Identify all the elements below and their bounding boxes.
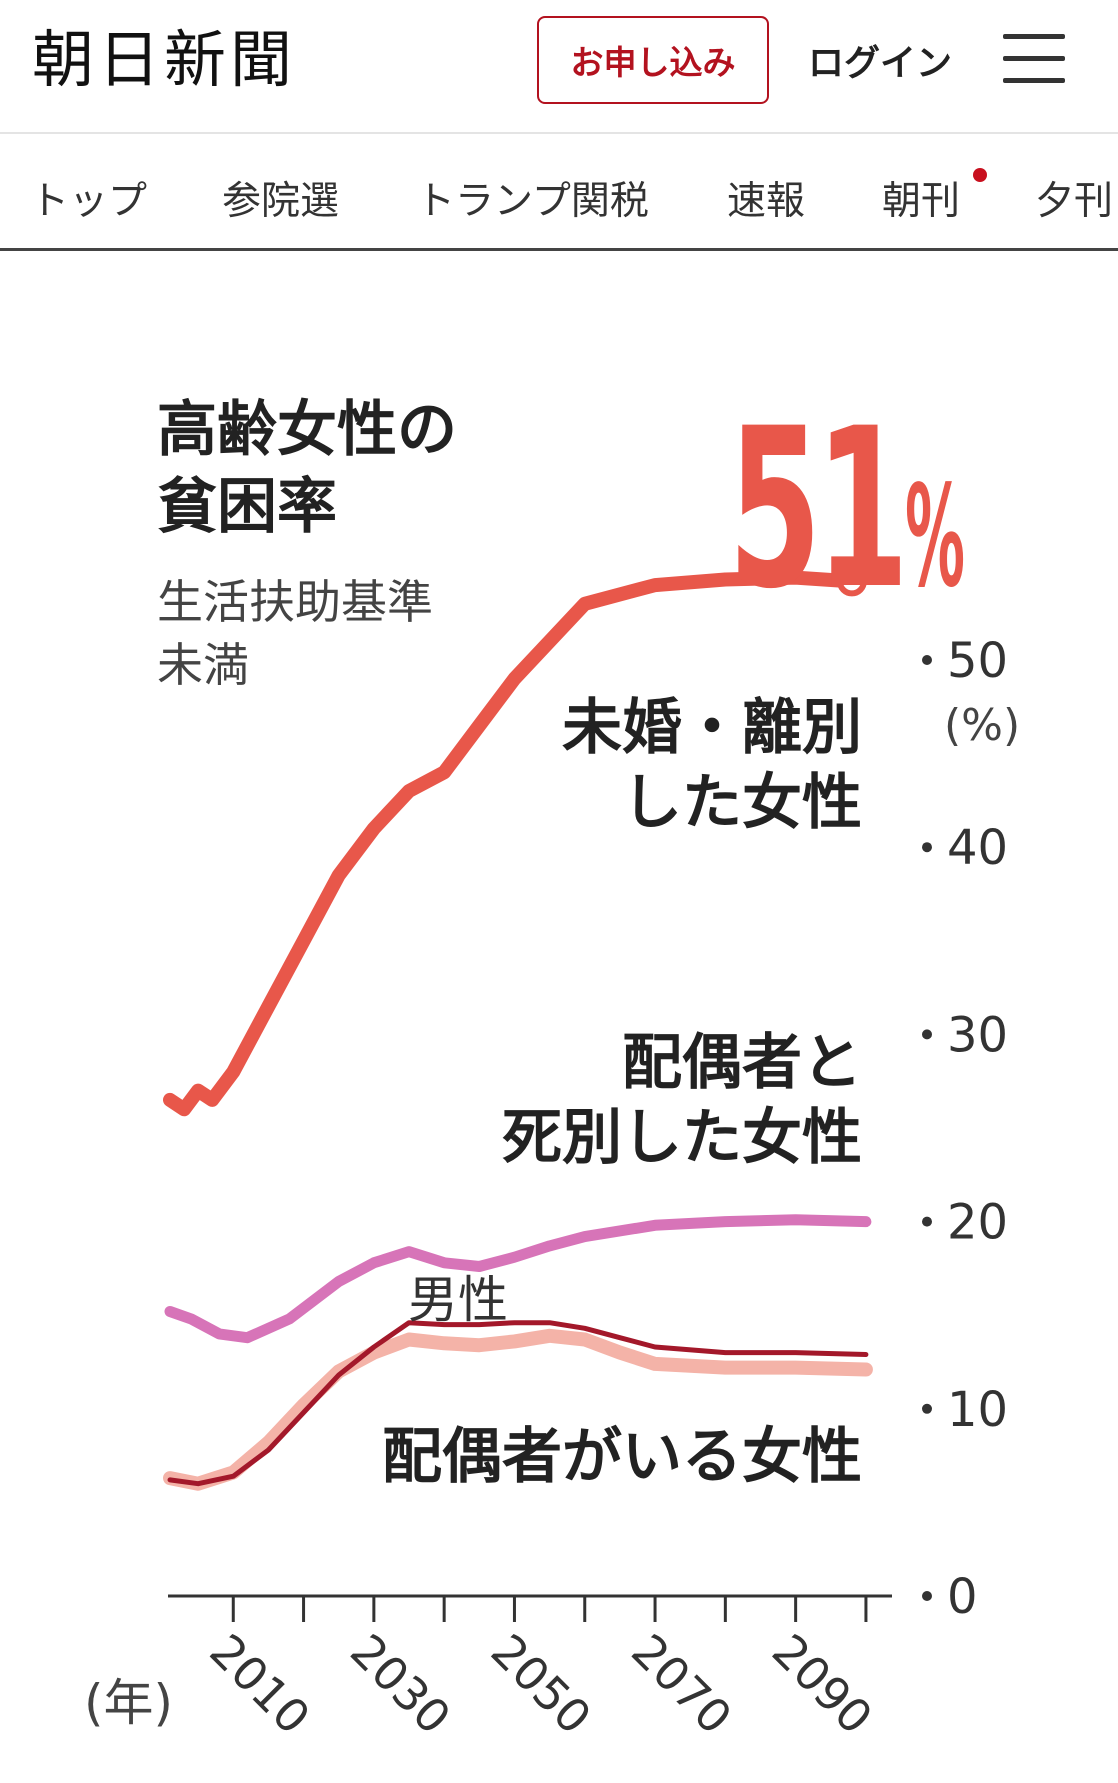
y-tick-label-10: 10	[947, 1382, 1008, 1438]
y-tick-label-20: 20	[947, 1195, 1008, 1251]
y-tick-dot-30	[922, 1029, 932, 1040]
chart-title-line1: 高齢女性の	[157, 395, 457, 465]
y-tick-label-50: 50	[947, 633, 1008, 689]
tab-election[interactable]: 参院選	[222, 179, 340, 224]
y-tick-label-40: 40	[947, 820, 1008, 876]
series-line-widowed	[164, 1214, 872, 1344]
y-tick-dot-20	[922, 1216, 932, 1227]
login-link[interactable]: ログイン	[808, 43, 953, 84]
highlight-unit: %	[905, 456, 965, 619]
series-label-married: 配偶者がいる女性	[382, 1422, 862, 1492]
y-tick-dot-10	[922, 1403, 932, 1414]
subscribe-button[interactable]: お申し込み	[537, 16, 769, 104]
tab-tariffs[interactable]: トランプ関税	[416, 179, 649, 224]
x-axis-year-label: (年)	[84, 1674, 173, 1732]
hamburger-menu-icon[interactable]	[1003, 34, 1065, 84]
chart-subtitle-line2: 未満	[157, 638, 249, 692]
series-label-unmarried-1: 未婚・離別	[562, 693, 862, 763]
y-tick-dot-50	[922, 655, 932, 665]
y-tick-label-30: 30	[947, 1007, 1008, 1063]
site-header: 朝日新聞 お申し込み ログイン	[0, 0, 1118, 134]
tab-top[interactable]: トップ	[30, 179, 148, 224]
tab-breaking[interactable]: 速報	[727, 179, 806, 224]
y-tick-dot-0	[922, 1591, 932, 1601]
x-tick-label-2090: 2090	[762, 1624, 883, 1745]
series-line-unmarried	[163, 570, 859, 1117]
highlight-value: 51	[728, 381, 903, 637]
x-tick-label-2030: 2030	[340, 1624, 461, 1745]
chart-title-line2: 貧困率	[157, 472, 337, 542]
unit-label: (%)	[944, 700, 1020, 751]
section-nav: トップ 参院選 トランプ関税 速報 朝刊 夕刊	[0, 134, 1118, 251]
series-end-marker-unmarried	[836, 566, 867, 597]
x-tick-label-2070: 2070	[621, 1624, 742, 1745]
tab-evening[interactable]: 夕刊	[1035, 179, 1114, 224]
series-line-male	[167, 1320, 869, 1487]
series-label-widowed-2: 死別した女性	[502, 1103, 862, 1173]
site-logo[interactable]: 朝日新聞	[32, 23, 297, 96]
series-line-married	[163, 1328, 873, 1491]
tab-morning[interactable]: 朝刊	[882, 179, 961, 224]
new-indicator-dot	[973, 168, 987, 182]
chart-subtitle-line1: 生活扶助基準	[157, 575, 433, 629]
y-tick-label-0: 0	[947, 1569, 978, 1625]
series-label-male: 男性	[408, 1271, 508, 1329]
series-label-widowed-1: 配偶者と	[622, 1028, 862, 1098]
x-tick-label-2010: 2010	[199, 1624, 320, 1745]
y-tick-dot-40	[922, 842, 932, 853]
x-tick-label-2050: 2050	[481, 1624, 602, 1745]
series-label-unmarried-2: した女性	[622, 768, 862, 838]
